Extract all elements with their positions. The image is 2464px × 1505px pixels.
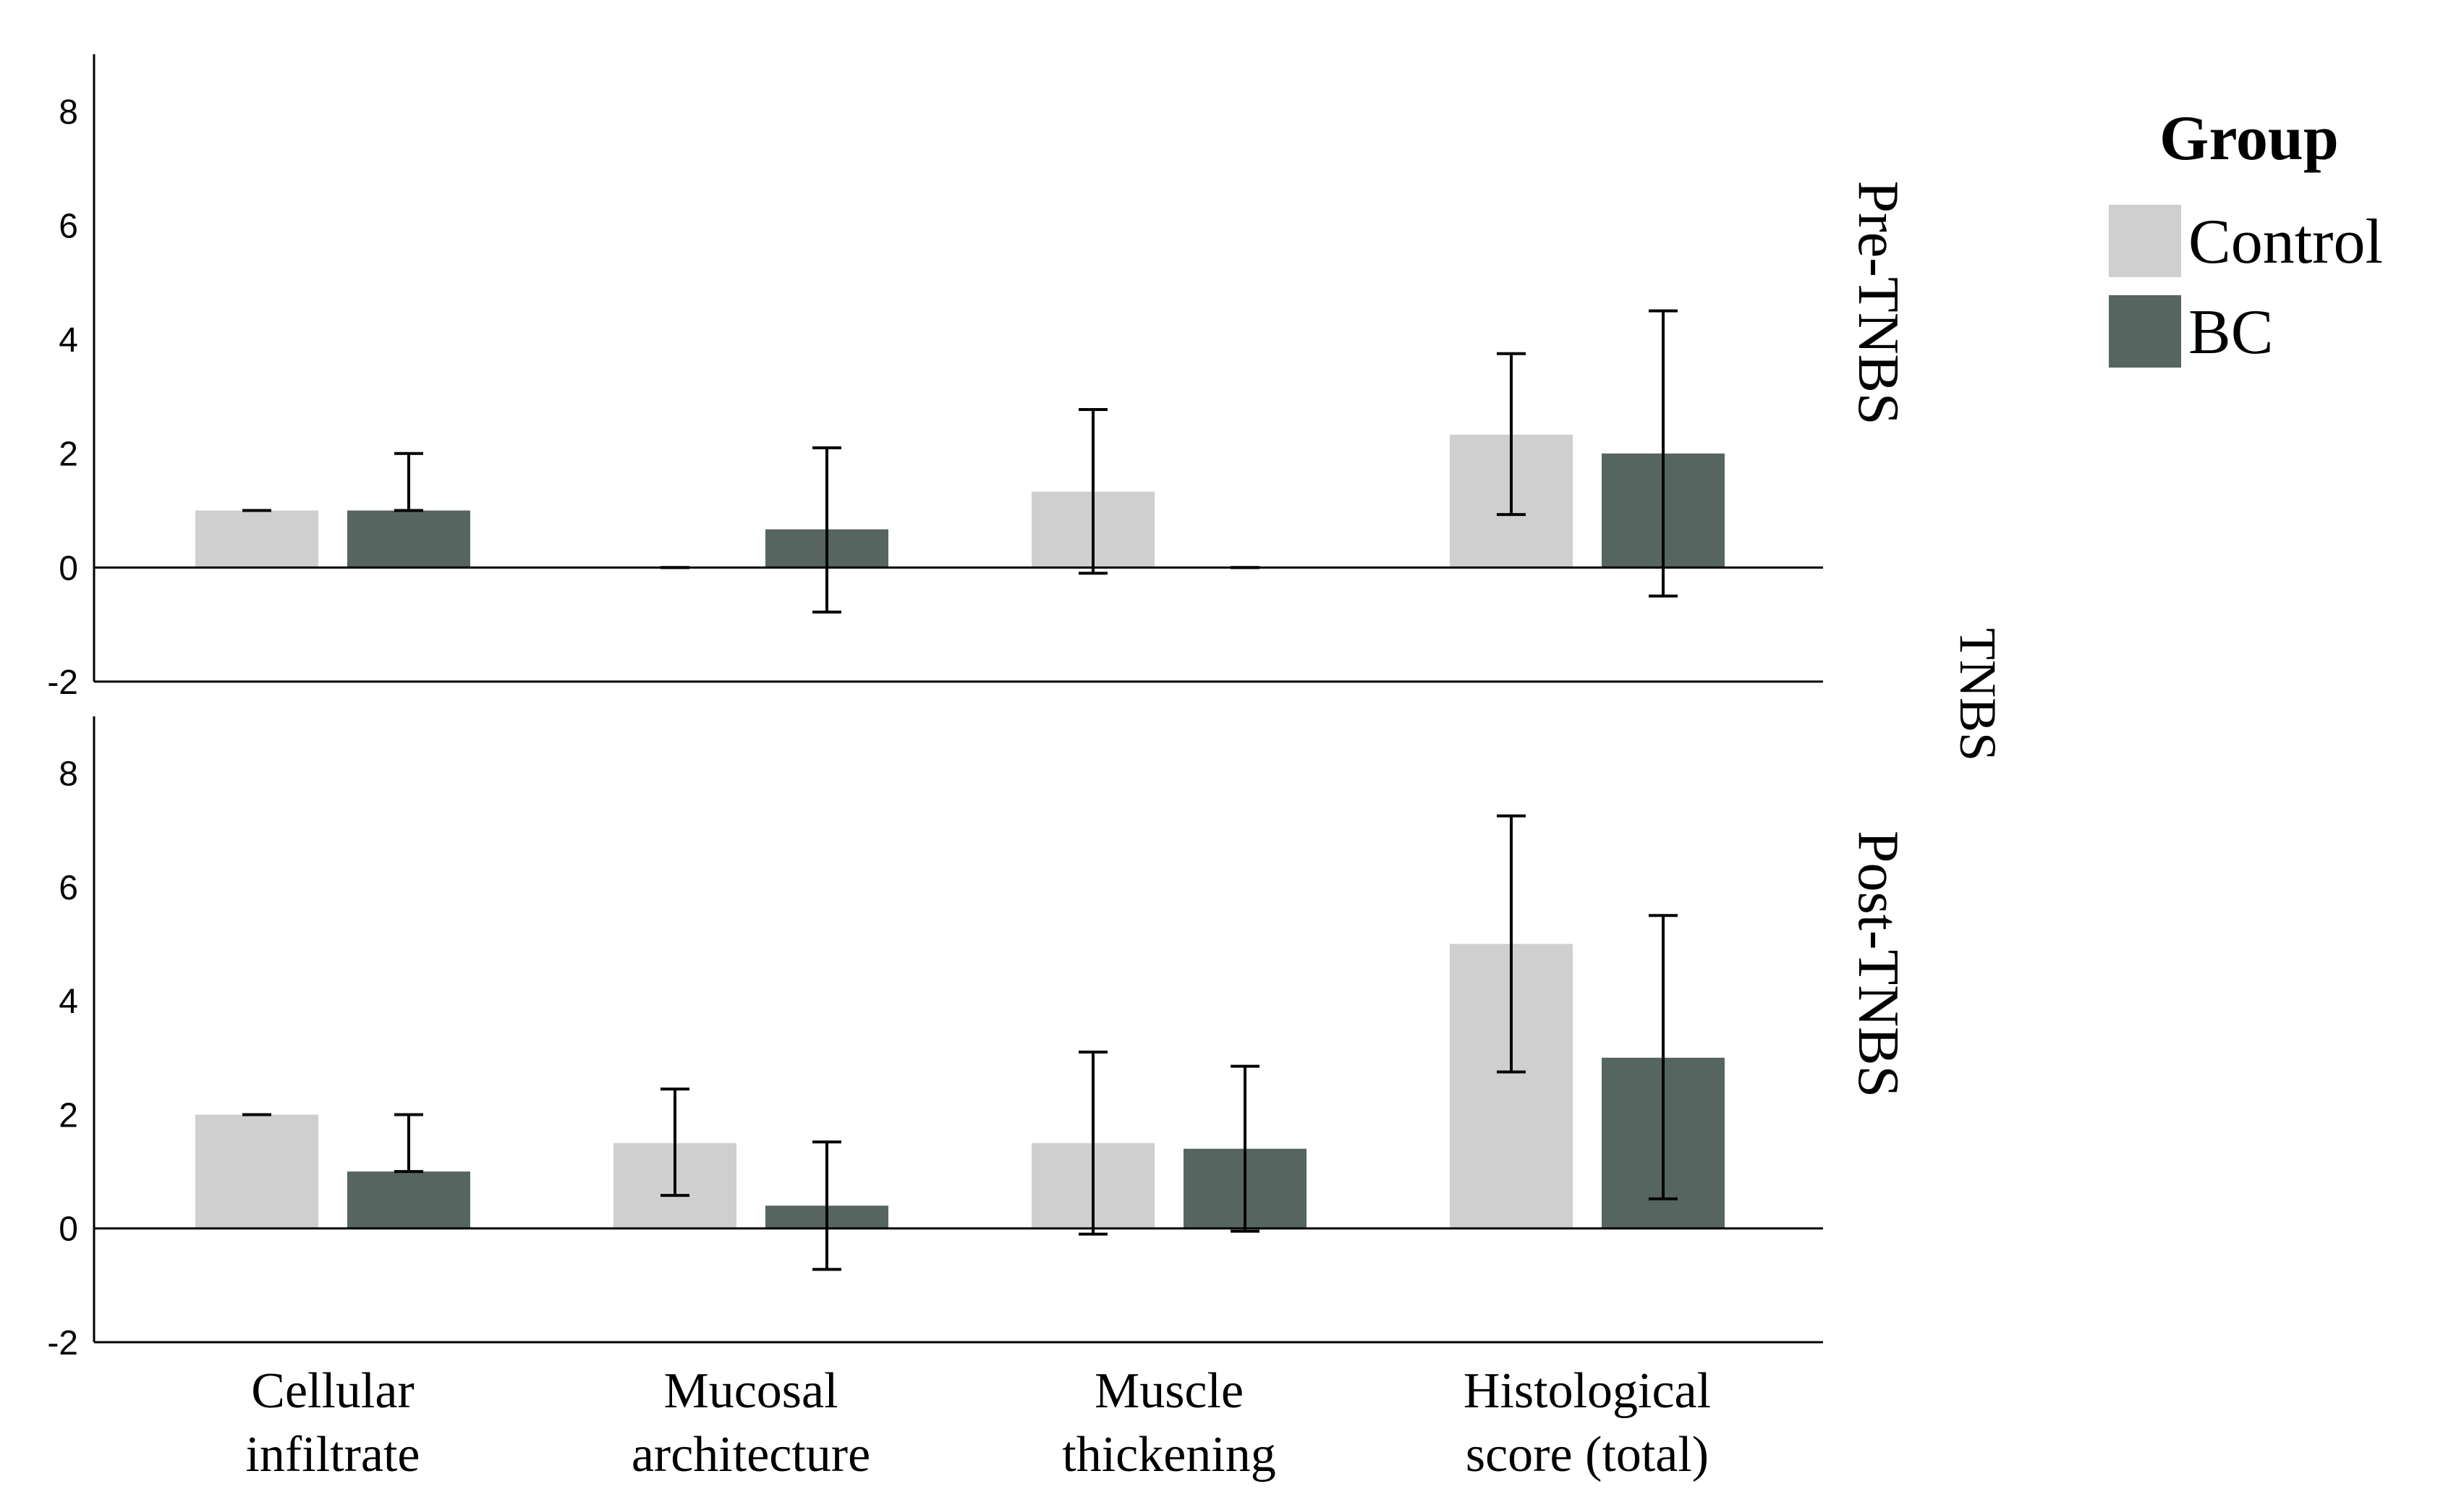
x-category-label: thickening <box>1062 1427 1275 1483</box>
y-tick-label: 8 <box>59 93 78 132</box>
y-tick-label: 4 <box>59 983 78 1021</box>
x-category-label: Histological <box>1463 1363 1711 1419</box>
legend-title: Group <box>2159 103 2339 174</box>
y-tick-label: 8 <box>59 755 78 794</box>
y-tick-label: 2 <box>59 1096 78 1135</box>
x-category-label: Mucosal <box>663 1363 838 1419</box>
y-tick-label: 0 <box>59 549 78 588</box>
y-tick-label: -2 <box>47 1324 78 1362</box>
y-tick-label: 6 <box>59 207 78 245</box>
legend-entry: Control <box>2188 207 2383 277</box>
legend-swatch-bc <box>2109 295 2181 368</box>
x-category-label: Cellular <box>251 1363 414 1419</box>
legend-entry: BC <box>2188 297 2273 368</box>
bar-control-1 <box>195 1114 318 1229</box>
x-category-label: Muscle <box>1095 1363 1244 1419</box>
panel-label: Pre-TNBS <box>1846 181 1910 425</box>
x-category-label: infiltrate <box>245 1427 420 1483</box>
x-category-label: score (total) <box>1466 1427 1709 1483</box>
y-tick-label: 6 <box>59 869 78 907</box>
y-tick-label: 4 <box>59 321 78 360</box>
bar-control-1 <box>195 510 318 568</box>
y-tick-label: 2 <box>59 436 78 474</box>
legend-swatch-control <box>2109 205 2181 277</box>
facet-title: TNBS <box>1949 628 2007 761</box>
panel-label: Post-TNBS <box>1846 831 1910 1098</box>
y-tick-label: 0 <box>59 1211 78 1249</box>
y-tick-label: -2 <box>47 664 78 702</box>
bar-bc-1 <box>347 1171 470 1229</box>
x-category-label: architecture <box>632 1427 870 1483</box>
bar-bc-1 <box>347 510 470 568</box>
